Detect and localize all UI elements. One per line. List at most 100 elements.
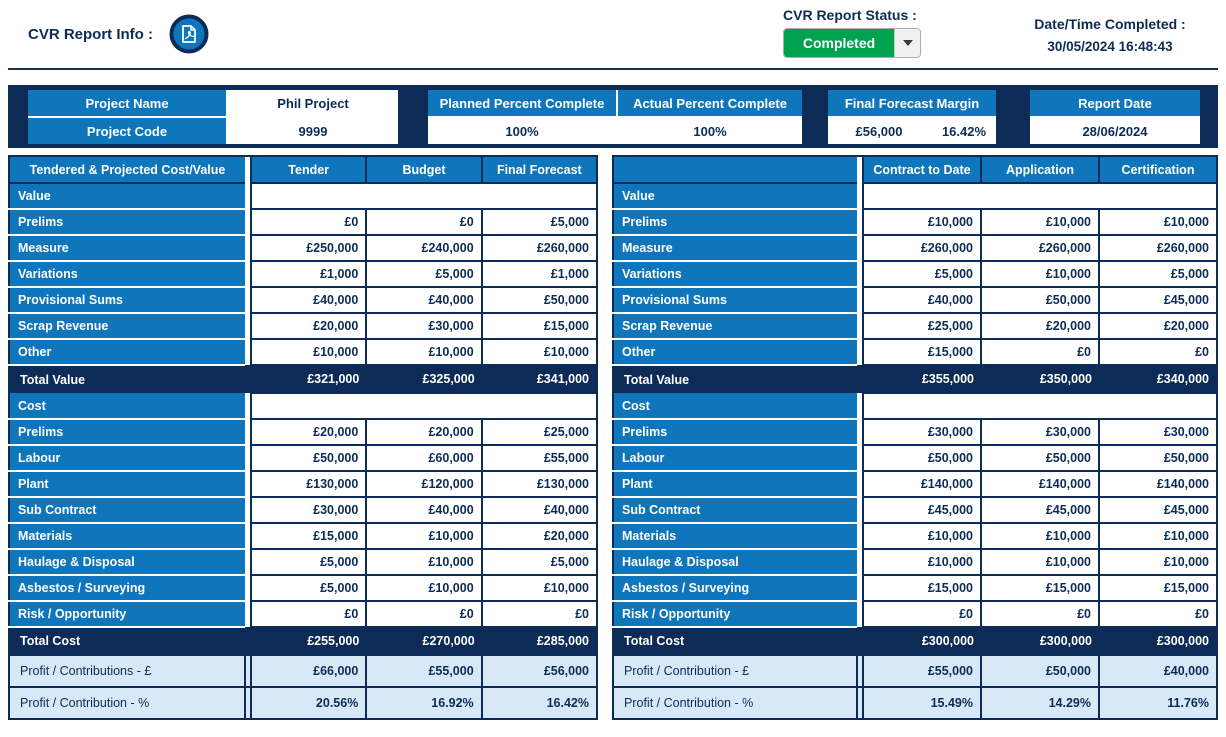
row-label: Labour	[613, 445, 857, 472]
topbar-divider	[8, 68, 1218, 70]
gutter-spacer	[245, 313, 251, 339]
gutter-spacer	[245, 654, 251, 688]
cell-value: £45,000	[1098, 286, 1218, 314]
row-label: Measure	[613, 235, 857, 262]
cell-value: £0	[249, 208, 368, 236]
gutter-spacer	[245, 183, 251, 209]
row-label: Asbestos / Surveying	[613, 575, 857, 602]
cell-value: £1,000	[480, 260, 599, 288]
row-label: Variations	[613, 261, 857, 288]
cell-value: £55,000	[365, 654, 483, 688]
cell-value: £30,000	[862, 418, 982, 446]
project-block: Project Name Phil Project Project Code 9…	[28, 90, 398, 144]
row-label: Other	[613, 339, 857, 366]
cell-value: £60,000	[365, 444, 483, 472]
cell-value: £355,000	[863, 365, 981, 393]
cell-value: £50,000	[480, 286, 599, 314]
section-empty-cell	[250, 392, 598, 420]
gutter-spacer	[857, 686, 863, 720]
cell-value: 15.49%	[862, 686, 982, 720]
column-header: Certification	[1098, 155, 1218, 184]
gutter-spacer	[857, 419, 863, 445]
gutter-spacer	[245, 497, 251, 523]
gutter-spacer	[857, 445, 863, 471]
cell-value: £10,000	[862, 208, 982, 236]
gutter-spacer	[857, 365, 863, 393]
cell-value: £30,000	[249, 496, 368, 524]
row-label: Cost	[9, 393, 245, 420]
row-label: Profit / Contribution - %	[612, 686, 858, 720]
cell-value: £15,000	[1098, 574, 1218, 602]
report-status-group: CVR Report Status : Completed	[783, 7, 921, 58]
gutter-spacer	[857, 497, 863, 523]
column-header: Final Forecast	[480, 155, 599, 184]
table-title-header	[613, 156, 857, 184]
row-label: Labour	[9, 445, 245, 472]
cell-value: £20,000	[1098, 312, 1218, 340]
row-label: Materials	[9, 523, 245, 550]
cell-value: £55,000	[480, 444, 599, 472]
cell-value: £350,000	[981, 365, 1099, 393]
cell-value: £20,000	[249, 418, 368, 446]
datetime-completed-value: 30/05/2024 16:48:43	[1047, 39, 1173, 54]
gutter-spacer	[857, 183, 863, 209]
row-label: Risk / Opportunity	[613, 601, 857, 628]
gutter-spacer	[857, 549, 863, 575]
cell-value: £40,000	[365, 286, 483, 314]
status-dropdown-arrow-zone[interactable]	[894, 29, 920, 57]
cell-value: 16.92%	[365, 686, 483, 720]
cell-value: £10,000	[249, 338, 368, 366]
cell-value: £40,000	[249, 286, 368, 314]
row-label: Materials	[613, 523, 857, 550]
cell-value: £5,000	[365, 260, 483, 288]
datetime-completed-group: Date/Time Completed : 30/05/2024 16:48:4…	[1000, 16, 1220, 54]
row-label: Plant	[9, 471, 245, 498]
gutter-spacer	[857, 523, 863, 549]
cell-value: £10,000	[1098, 548, 1218, 576]
cell-value: £0	[249, 600, 368, 628]
summary-band: Project Name Phil Project Project Code 9…	[8, 85, 1218, 148]
cell-value: £25,000	[480, 418, 599, 446]
row-label: Profit / Contribution - £	[612, 654, 858, 688]
column-header: Application	[980, 155, 1100, 184]
row-label: Provisional Sums	[9, 287, 245, 314]
cell-value: £25,000	[862, 312, 982, 340]
cell-value: £0	[480, 600, 599, 628]
cell-value: £40,000	[1098, 654, 1218, 688]
cell-value: £10,000	[862, 548, 982, 576]
cell-value: £5,000	[480, 208, 599, 236]
cell-value: £130,000	[480, 470, 599, 498]
cell-value: £15,000	[862, 338, 982, 366]
status-dropdown[interactable]: Completed	[783, 28, 921, 58]
gutter-spacer	[857, 313, 863, 339]
cell-value: £341,000	[481, 365, 597, 393]
row-label: Haulage & Disposal	[613, 549, 857, 576]
row-label: Prelims	[613, 419, 857, 446]
report-date-label: Report Date	[1030, 90, 1200, 116]
report-date-block: Report Date 28/06/2024	[1030, 90, 1200, 144]
row-label: Variations	[9, 261, 245, 288]
cell-value: £10,000	[862, 522, 982, 550]
percent-complete-block: Planned Percent Complete Actual Percent …	[428, 90, 802, 144]
pdf-export-button[interactable]	[169, 14, 209, 54]
cell-value: £140,000	[980, 470, 1100, 498]
cell-value: £50,000	[862, 444, 982, 472]
gutter-spacer	[857, 627, 863, 655]
row-label: Sub Contract	[613, 497, 857, 524]
gutter-spacer	[245, 156, 251, 183]
cell-value: £10,000	[980, 208, 1100, 236]
gutter-spacer	[857, 601, 863, 627]
cell-value: £45,000	[862, 496, 982, 524]
cell-value: £45,000	[1098, 496, 1218, 524]
cell-value: £321,000	[251, 365, 367, 393]
column-header: Contract to Date	[862, 155, 982, 184]
cell-value: £30,000	[365, 312, 483, 340]
gutter-spacer	[857, 209, 863, 235]
cell-value: £50,000	[980, 444, 1100, 472]
cell-value: £5,000	[249, 574, 368, 602]
cell-value: £10,000	[1098, 208, 1218, 236]
cell-value: £50,000	[980, 286, 1100, 314]
row-label: Scrap Revenue	[613, 313, 857, 340]
cell-value: £20,000	[480, 522, 599, 550]
gutter-spacer	[857, 471, 863, 497]
